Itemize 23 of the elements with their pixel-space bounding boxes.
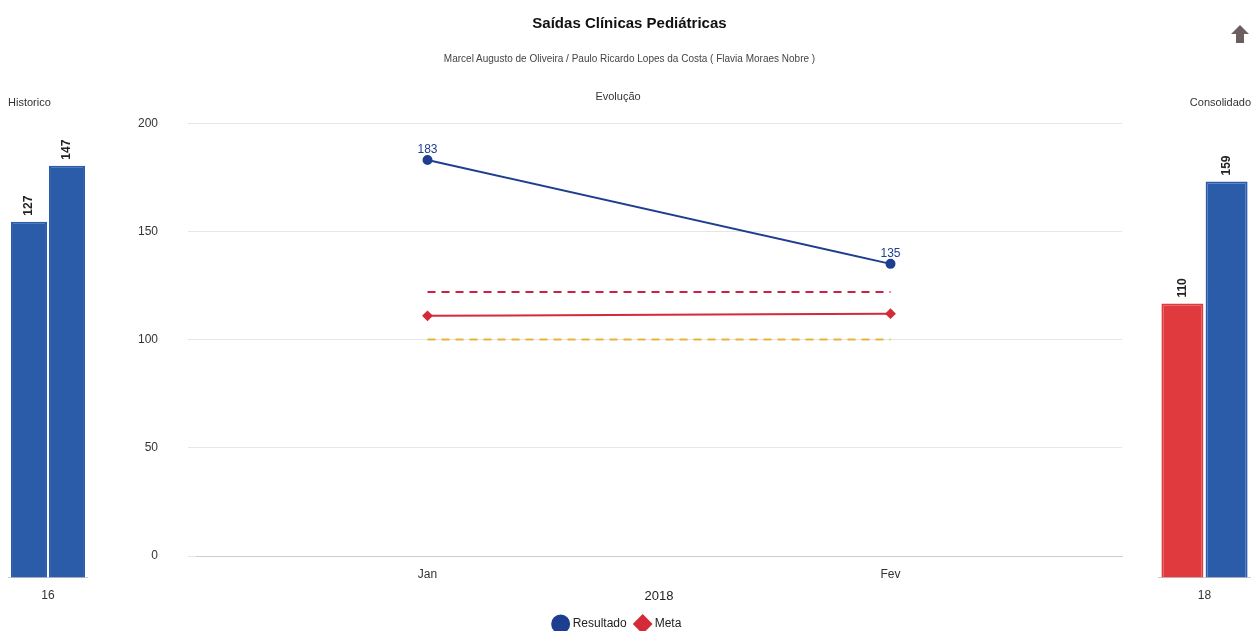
text: Saídas Clínicas Pediátricas xyxy=(531,14,728,31)
data-label: 159 xyxy=(1218,155,1233,176)
data-label: 147 xyxy=(59,139,74,160)
data-label: 135 xyxy=(880,246,901,261)
chart-title: Evolução xyxy=(595,89,641,102)
x-tick-label: 18 xyxy=(1197,588,1212,603)
x-tick-label: 16 xyxy=(41,588,55,603)
chart-title: Historico xyxy=(8,95,51,108)
y-tick-label: 0 xyxy=(151,548,159,563)
data-label: 183 xyxy=(417,142,438,157)
y-tick-label: 150 xyxy=(137,223,159,238)
x-tick-label: Fev xyxy=(880,566,901,581)
legend-label: Resultado xyxy=(572,616,627,631)
y-tick-label: 100 xyxy=(137,331,159,346)
data-label: 110 xyxy=(1174,277,1189,298)
data-label: 127 xyxy=(21,195,36,216)
y-tick-label: 50 xyxy=(144,440,159,455)
y-tick-label: 200 xyxy=(137,115,159,130)
x-axis-title: 2018 xyxy=(644,587,674,603)
x-tick-label: Jan xyxy=(417,566,438,581)
chart-title: Consolidado xyxy=(1189,95,1251,108)
text: Marcel Augusto de Oliveira / Paulo Ricardo Lopes da Costa ( Flavia Moraes Nobre ) xyxy=(442,53,817,64)
legend-label: Meta xyxy=(654,616,682,631)
